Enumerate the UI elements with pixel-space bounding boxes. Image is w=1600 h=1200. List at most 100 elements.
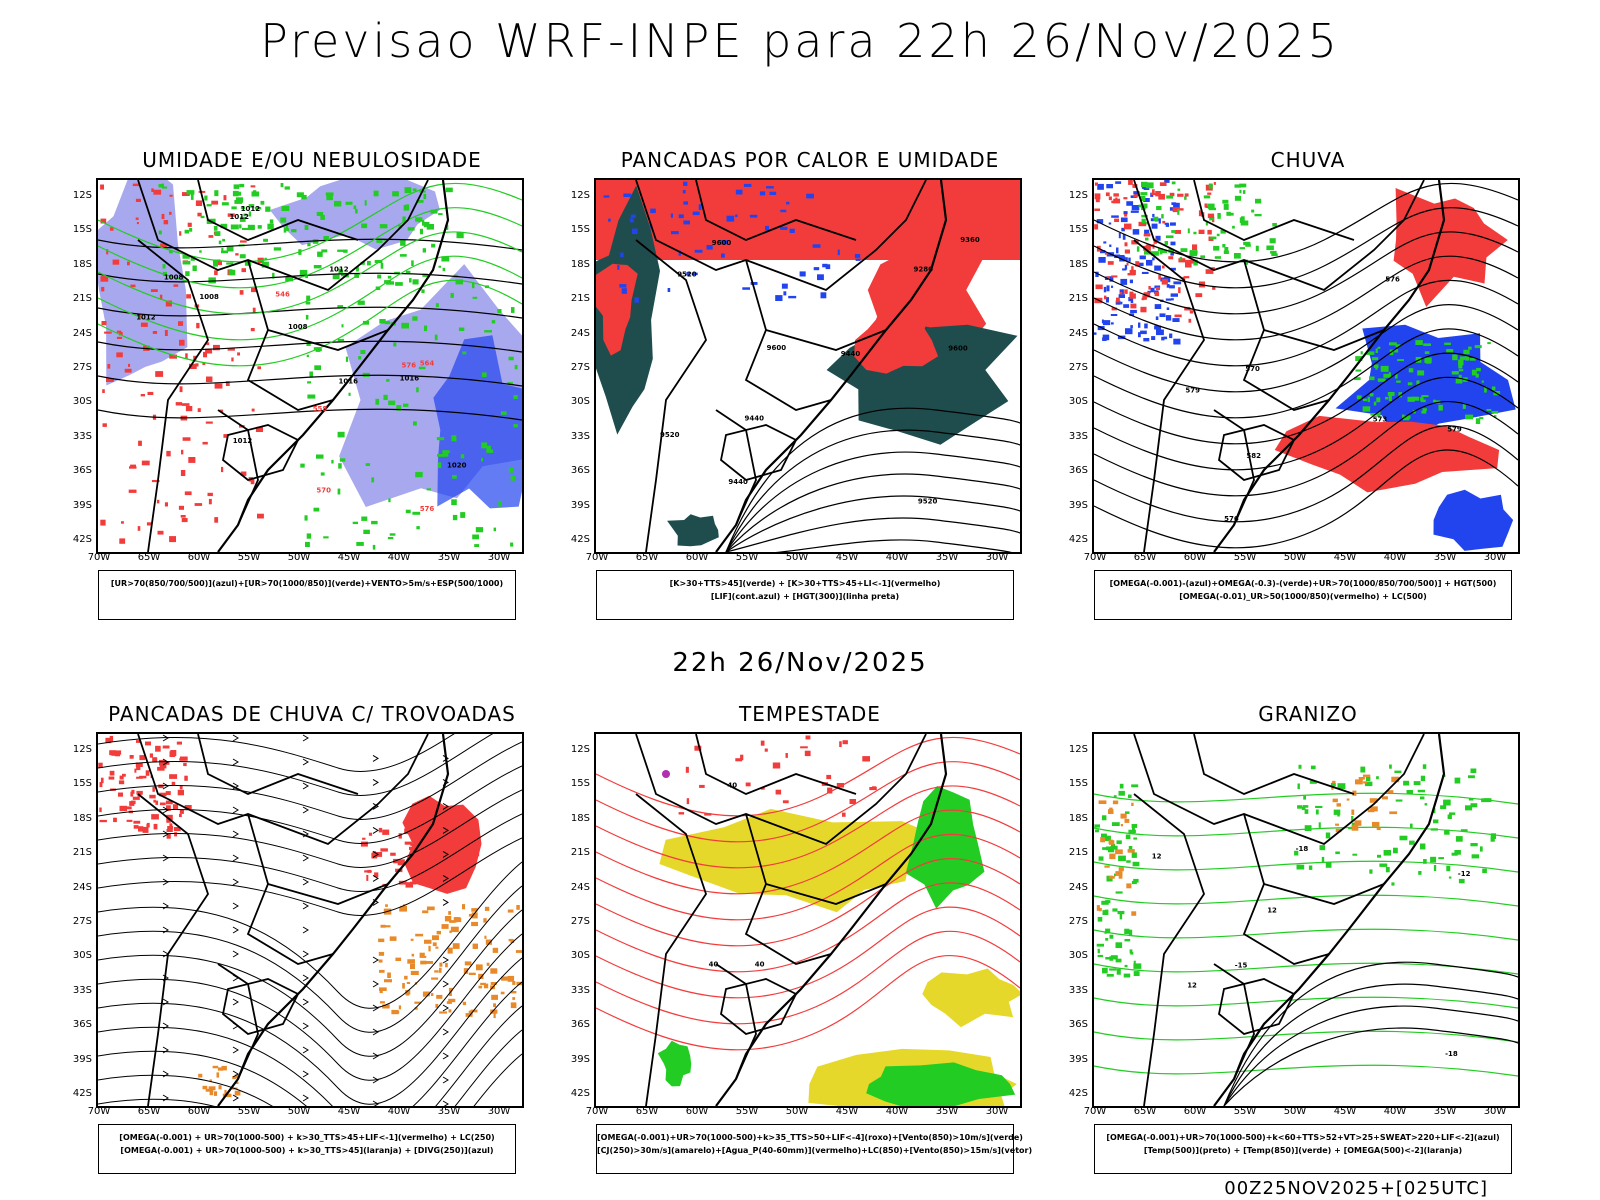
lat-tick-label: 39S xyxy=(72,499,92,511)
lat-tick-label: 33S xyxy=(72,984,92,996)
lat-tick-label: 39S xyxy=(570,499,590,511)
lon-tick-label: 40W xyxy=(387,552,411,563)
lon-tick-label: 65W xyxy=(137,552,161,563)
lat-tick-label: 33S xyxy=(1068,430,1088,442)
lon-tick-label: 70W xyxy=(585,1106,609,1117)
instability-teal-south xyxy=(667,514,719,547)
contour-label: 579 xyxy=(1185,387,1200,395)
lon-tick-label: 35W xyxy=(437,1106,461,1117)
contour-label: 9440 xyxy=(841,350,861,358)
lon-tick-label: 55W xyxy=(1233,1106,1257,1117)
lat-tick-label: 21S xyxy=(1068,847,1088,859)
lon-tick-label: 45W xyxy=(337,1106,361,1117)
temp850-green-lines xyxy=(1094,792,1518,1077)
water-red xyxy=(678,735,877,817)
lat-tick-label: 36S xyxy=(570,465,590,477)
lat-tick-label: 21S xyxy=(1068,293,1088,305)
lat-tick-label: 18S xyxy=(570,812,590,824)
lon-tick-label: 65W xyxy=(635,552,659,563)
lat-tick-label: 12S xyxy=(570,744,590,755)
lon-tick-label: 35W xyxy=(1433,552,1457,563)
legend-line: [OMEGA(-0.01)_UR>50(1000/850)(vermelho) … xyxy=(1179,592,1427,601)
rain-blue-south xyxy=(1433,489,1514,551)
lat-tick-label: 12S xyxy=(570,190,590,201)
lon-tick-label: 30W xyxy=(1483,552,1507,563)
map-area: 576 573 570 582 579 576 579 xyxy=(1092,178,1520,554)
lon-tick-label: 30W xyxy=(985,1106,1009,1117)
lat-tick-label: 42S xyxy=(72,534,92,545)
purple-severe-spot xyxy=(662,770,670,778)
contour-label: 1020 xyxy=(447,462,467,470)
lat-tick-label: 24S xyxy=(1068,327,1088,339)
coastline-borders xyxy=(137,734,450,1106)
legend-box: [K>30+TTS>45](verde) + [K>30+TTS>45+LI<-… xyxy=(596,570,1014,620)
lon-tick-label: 70W xyxy=(87,552,111,563)
lon-tick-label: 70W xyxy=(87,1106,111,1117)
lat-tick-label: 36S xyxy=(72,1019,92,1031)
omega-red xyxy=(1094,180,1216,323)
lat-tick-label: 30S xyxy=(1068,396,1088,408)
legend-line: [OMEGA(-0.001)+UR>70(1000-500)+k<60+TTS>… xyxy=(1106,1133,1500,1142)
lat-tick-label: 24S xyxy=(72,327,92,339)
lat-tick-label: 33S xyxy=(1068,984,1088,996)
lat-tick-label: 30S xyxy=(72,950,92,962)
legend-line: [UR>70(850/700/500)](azul)+[UR>70(1000/8… xyxy=(110,579,504,588)
lat-tick-label: 42S xyxy=(1068,534,1088,545)
map-panel-5: TEMPESTADE 40 40 40 12S 15S 18S 21S 24S 27S 30S 33S… xyxy=(571,702,1032,1182)
contour-label: 576 xyxy=(420,505,435,513)
lat-tick-label: 36S xyxy=(72,465,92,477)
coastline-borders xyxy=(137,180,450,552)
omega-orange xyxy=(1331,774,1400,833)
lon-tick-label: 65W xyxy=(137,1106,161,1117)
main-title: Previsao WRF-INPE para 22h 26/Nov/2025 xyxy=(260,14,1340,68)
lat-tick-label: 27S xyxy=(570,916,590,927)
lon-tick-label: 60W xyxy=(187,1106,211,1117)
coastline-borders xyxy=(1133,180,1446,552)
lon-tick-label: 45W xyxy=(835,552,859,563)
lat-tick-label: 21S xyxy=(72,293,92,305)
lat-tick-label: 42S xyxy=(570,534,590,545)
contour-label: -15 xyxy=(1235,962,1248,970)
contour-label: 12 xyxy=(1152,852,1162,860)
contour-label: 1016 xyxy=(400,374,420,382)
lon-tick-label: 50W xyxy=(287,552,311,563)
contour-label: 1016 xyxy=(339,378,359,386)
lat-tick-label: 27S xyxy=(1068,362,1088,373)
legend-line: [OMEGA(-0.001) + UR>70(1000-500) + k>30_… xyxy=(119,1133,495,1142)
lon-tick-label: 55W xyxy=(735,552,759,563)
lon-tick-label: 50W xyxy=(1283,552,1307,563)
lat-tick-label: 27S xyxy=(72,916,92,927)
humidity-shade-north xyxy=(269,180,440,250)
legend-box: [OMEGA(-0.001) + UR>70(1000-500) + k>30_… xyxy=(98,1124,516,1174)
contour-label: 40 xyxy=(755,961,765,969)
jet-yellow-north xyxy=(659,808,948,913)
rain-red-northeast xyxy=(1393,188,1508,307)
legend-line: [K>30+TTS>45](verde) + [K>30+TTS>45+LI<-… xyxy=(669,579,941,588)
lon-tick-label: 30W xyxy=(1483,1106,1507,1117)
contour-label: 12 xyxy=(1187,981,1197,989)
contour-label: 1012 xyxy=(241,205,261,213)
lon-tick-label: 70W xyxy=(585,552,609,563)
red-contour-speckle xyxy=(100,183,264,544)
contour-label: 12 xyxy=(1267,906,1277,914)
contour-label: 1012 xyxy=(230,213,250,221)
lon-tick-label: 35W xyxy=(935,1106,959,1117)
lat-tick-label: 21S xyxy=(570,293,590,305)
lat-tick-label: 39S xyxy=(1068,499,1088,511)
lon-tick-label: 55W xyxy=(735,1106,759,1117)
temp850-wiggles xyxy=(1094,783,1142,978)
lon-tick-label: 40W xyxy=(885,552,909,563)
instability-red-west xyxy=(596,263,638,356)
coastline-borders xyxy=(1133,734,1446,1106)
contour-label: 564 xyxy=(420,359,435,367)
panel-title: GRANIZO xyxy=(1258,702,1358,726)
contour-label: 9360 xyxy=(960,236,980,244)
map-area: 12 12 12 -12 -15 -18 -18 xyxy=(1092,732,1520,1108)
lon-tick-label: 40W xyxy=(885,1106,909,1117)
lat-tick-label: 30S xyxy=(1068,950,1088,962)
legend-box: [OMEGA(-0.001)+UR>70(1000-500)+k<60+TTS>… xyxy=(1094,1124,1512,1174)
contour-label: 9520 xyxy=(677,271,697,279)
panel-title: UMIDADE E/OU NEBULOSIDADE xyxy=(142,148,482,172)
lat-tick-label: 15S xyxy=(72,224,92,236)
lat-tick-label: 24S xyxy=(1068,881,1088,893)
